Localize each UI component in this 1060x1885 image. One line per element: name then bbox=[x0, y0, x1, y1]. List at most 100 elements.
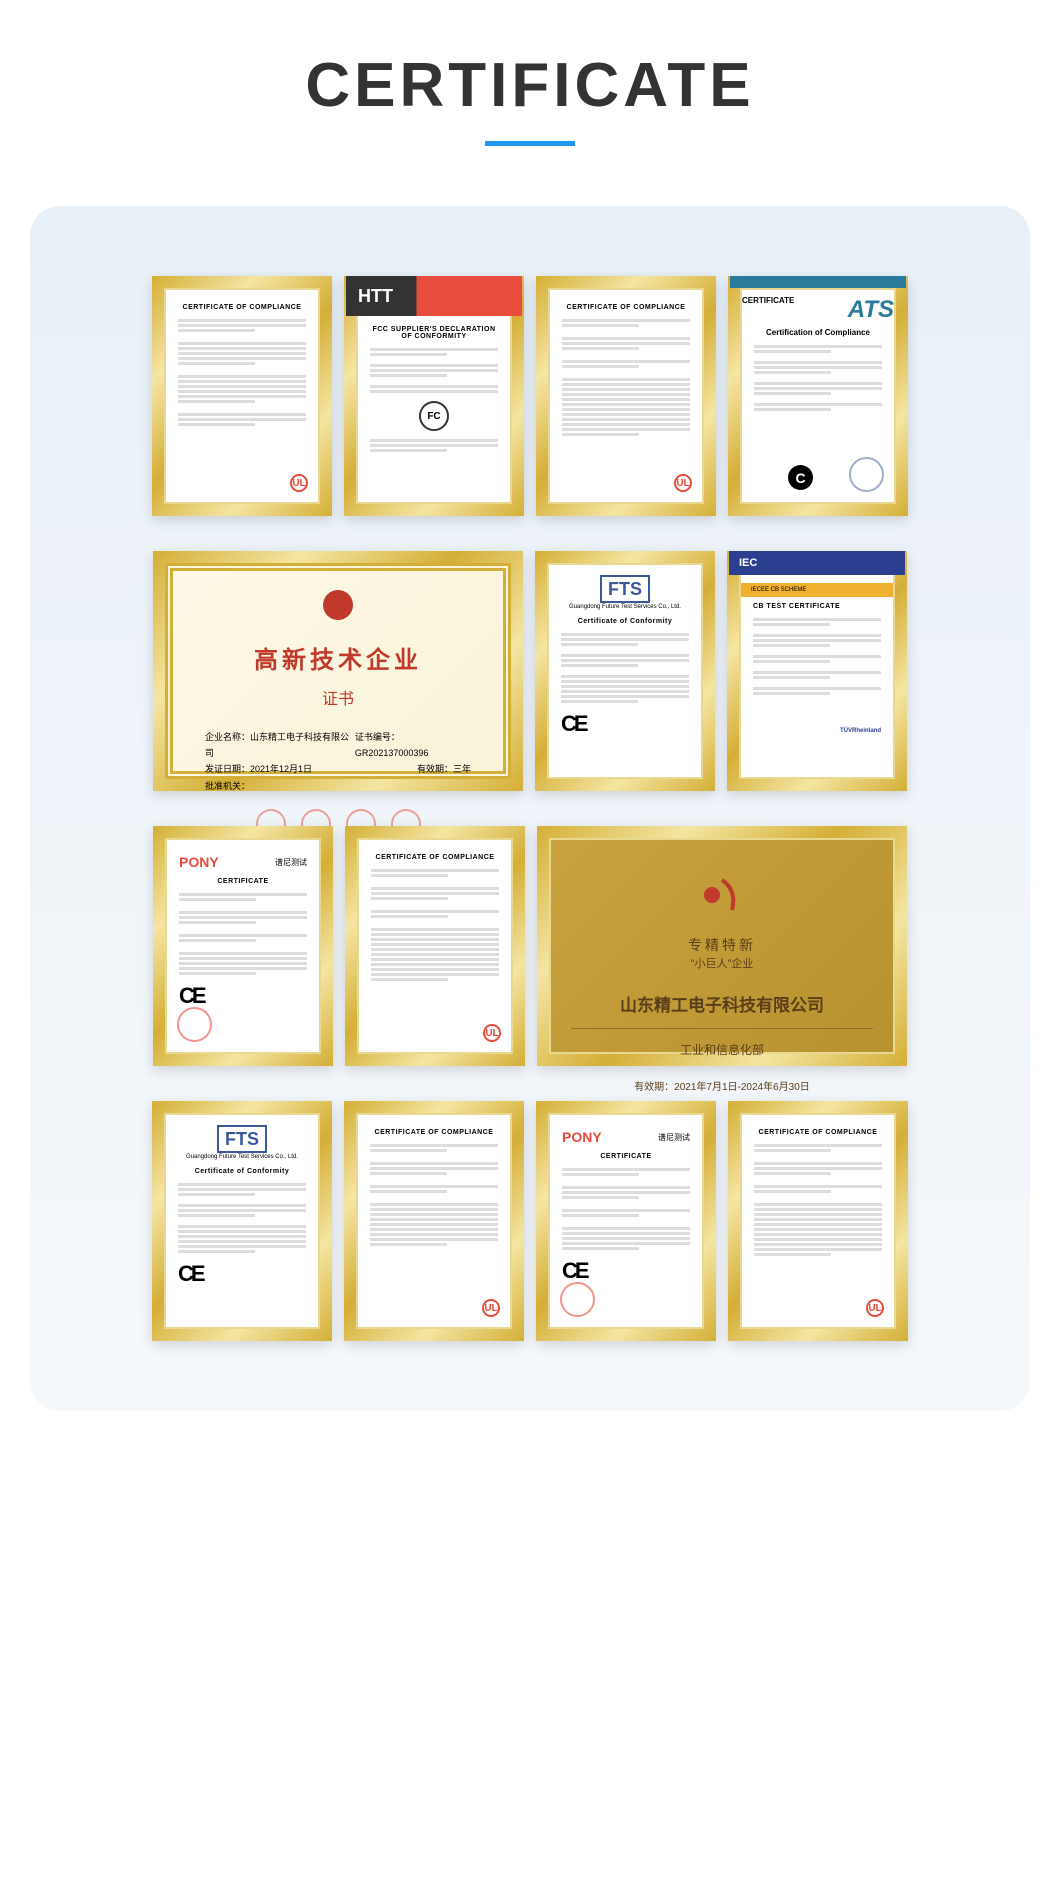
pony-logo: PONY bbox=[562, 1129, 602, 1145]
iec-logo: IEC bbox=[739, 557, 757, 569]
ce-mark-icon: CE bbox=[178, 1261, 306, 1287]
cert-frame: 专精特新 "小巨人"企业 山东精工电子科技有限公司 工业和信息化部 有效期：20… bbox=[537, 826, 907, 1066]
page-title: CERTIFICATE bbox=[0, 50, 1060, 121]
cert-title: Certificate of Conformity bbox=[178, 1168, 306, 1175]
fts-logo: FTS bbox=[600, 575, 650, 603]
cert-compliance-ul: CERTIFICATE OF COMPLIANCE UL bbox=[164, 288, 320, 504]
cert-fts-ce: FTS Guangdong Future Test Services Co., … bbox=[547, 563, 703, 779]
cert-body bbox=[754, 345, 882, 411]
cert-row-3: PONY 谱尼测试 CERTIFICATE CE bbox=[70, 826, 990, 1066]
cert-body bbox=[370, 1144, 498, 1246]
cert-gold-giant: 专精特新 "小巨人"企业 山东精工电子科技有限公司 工业和信息化部 有效期：20… bbox=[549, 838, 895, 1054]
certificate-container: CERTIFICATE OF COMPLIANCE UL HT bbox=[30, 206, 1030, 1411]
ul-mark-icon: UL bbox=[290, 474, 308, 492]
pony-subtitle: 谱尼测试 bbox=[275, 857, 307, 868]
gold-emblem-icon bbox=[697, 870, 747, 920]
logo-box: PONY 谱尼测试 bbox=[179, 854, 307, 870]
cert-body bbox=[562, 1168, 690, 1250]
cert-title: Certification of Compliance bbox=[754, 328, 882, 337]
cert-title: CERTIFICATE OF COMPLIANCE bbox=[370, 1129, 498, 1136]
cert-compliance-ul: CERTIFICATE OF COMPLIANCE UL bbox=[548, 288, 704, 504]
cert-chinese-hightech: 高新技术企业 证书 企业名称：山东精工电子科技有限公司 证书编号：GR20213… bbox=[165, 563, 511, 779]
cert-title: CERTIFICATE bbox=[562, 1153, 690, 1160]
cert-frame: HTT FCC SUPPLIER'S DECLARATION OF CONFOR… bbox=[344, 276, 524, 516]
cert-body: 企业名称：山东精工电子科技有限公司 证书编号：GR202137000396 发证… bbox=[185, 729, 491, 794]
red-stamp-icon bbox=[177, 1007, 212, 1042]
c-mark-icon: C bbox=[788, 465, 813, 490]
cert-row-2: 高新技术企业 证书 企业名称：山东精工电子科技有限公司 证书编号：GR20213… bbox=[70, 551, 990, 791]
ul-mark-icon: UL bbox=[866, 1299, 884, 1317]
cert-number: 证书编号：GR202137000396 bbox=[355, 729, 471, 761]
emblem-icon bbox=[323, 590, 353, 620]
cert-org: Guangdong Future Test Services Co., Ltd. bbox=[561, 604, 689, 610]
cert-row-1: CERTIFICATE OF COMPLIANCE UL HT bbox=[70, 276, 990, 516]
pony-logo: PONY bbox=[179, 854, 219, 870]
cert-title: CB TEST CERTIFICATE bbox=[753, 603, 881, 610]
cert-title: CERTIFICATE bbox=[179, 878, 307, 885]
cert-compliance-ul: CERTIFICATE OF COMPLIANCE UL bbox=[740, 1113, 896, 1329]
cert-title: CERTIFICATE OF COMPLIANCE bbox=[178, 304, 306, 311]
iec-banner: IECEE CB SCHEME bbox=[741, 583, 893, 597]
cert-org: Guangdong Future Test Services Co., Ltd. bbox=[178, 1154, 306, 1160]
htt-header: HTT bbox=[346, 276, 522, 316]
cert-iec: IEC IECEE CB SCHEME CB TEST CERTIFICATE bbox=[739, 563, 895, 779]
cert-frame: FTS Guangdong Future Test Services Co., … bbox=[535, 551, 715, 791]
ul-mark-icon: UL bbox=[674, 474, 692, 492]
cert-frame: CERTIFICATE OF COMPLIANCE UL bbox=[536, 276, 716, 516]
cert-body bbox=[178, 319, 306, 426]
ats-logo: ATS bbox=[848, 296, 894, 324]
gold-date: 有效期：2021年7月1日-2024年6月30日 bbox=[571, 1078, 873, 1093]
cert-body bbox=[562, 319, 690, 436]
cert-body bbox=[371, 869, 499, 981]
fts-logo: FTS bbox=[217, 1125, 267, 1153]
cert-body bbox=[370, 439, 498, 452]
htt-logo: HTT bbox=[358, 286, 393, 307]
logo-box: PONY 谱尼测试 bbox=[562, 1129, 690, 1145]
cert-compliance-ul: CERTIFICATE OF COMPLIANCE UL bbox=[356, 1113, 512, 1329]
cert-title: Certificate of Conformity bbox=[561, 618, 689, 625]
cert-frame: CERTIFICATE ATS Certification of Complia… bbox=[728, 276, 908, 516]
fcc-logo-icon: FC bbox=[419, 401, 449, 431]
validity: 有效期：三年 bbox=[417, 761, 471, 777]
page-header: CERTIFICATE bbox=[0, 0, 1060, 186]
ats-header: CERTIFICATE ATS bbox=[730, 276, 906, 324]
cert-title: CERTIFICATE OF COMPLIANCE bbox=[562, 304, 690, 311]
cert-htt-fcc: HTT FCC SUPPLIER'S DECLARATION OF CONFOR… bbox=[356, 288, 512, 504]
ce-mark-icon: CE bbox=[562, 1258, 690, 1284]
cert-body bbox=[178, 1183, 306, 1253]
cert-title: 高新技术企业 bbox=[185, 640, 491, 675]
cert-compliance-ul: CERTIFICATE OF COMPLIANCE UL bbox=[357, 838, 513, 1054]
cert-subtitle: 证书 bbox=[185, 685, 491, 709]
cert-frame: CERTIFICATE OF COMPLIANCE UL bbox=[152, 276, 332, 516]
cert-body: TÜVRheinland bbox=[753, 618, 881, 735]
gold-dept: 工业和信息化部 bbox=[571, 1041, 873, 1058]
ul-mark-icon: UL bbox=[482, 1299, 500, 1317]
cert-row-4: FTS Guangdong Future Test Services Co., … bbox=[70, 1101, 990, 1341]
cert-frame: PONY 谱尼测试 CERTIFICATE CE bbox=[536, 1101, 716, 1341]
gold-company: 山东精工电子科技有限公司 bbox=[571, 991, 873, 1029]
cert-title: CERTIFICATE OF COMPLIANCE bbox=[754, 1129, 882, 1136]
gold-sub: "小巨人"企业 bbox=[571, 955, 873, 971]
iec-header: IEC bbox=[729, 551, 905, 575]
cert-title: FCC SUPPLIER'S DECLARATION OF CONFORMITY bbox=[370, 326, 498, 340]
cert-pony: PONY 谱尼测试 CERTIFICATE CE bbox=[548, 1113, 704, 1329]
ul-mark-icon: UL bbox=[483, 1024, 501, 1042]
cert-body bbox=[179, 893, 307, 975]
ce-mark-icon: CE bbox=[179, 983, 307, 1009]
cert-frame: CERTIFICATE OF COMPLIANCE UL bbox=[728, 1101, 908, 1341]
red-stamp-icon bbox=[560, 1282, 595, 1317]
cert-pony: PONY 谱尼测试 CERTIFICATE CE bbox=[165, 838, 321, 1054]
cert-frame: IEC IECEE CB SCHEME CB TEST CERTIFICATE bbox=[727, 551, 907, 791]
cert-frame: FTS Guangdong Future Test Services Co., … bbox=[152, 1101, 332, 1341]
issue-date: 发证日期：2021年12月1日 bbox=[205, 761, 312, 777]
cert-subtitle: CERTIFICATE bbox=[742, 296, 794, 305]
cert-body bbox=[754, 1144, 882, 1256]
cert-frame: CERTIFICATE OF COMPLIANCE UL bbox=[344, 1101, 524, 1341]
cert-frame: CERTIFICATE OF COMPLIANCE UL bbox=[345, 826, 525, 1066]
cert-body bbox=[561, 633, 689, 703]
cert-frame: PONY 谱尼测试 CERTIFICATE CE bbox=[153, 826, 333, 1066]
pony-subtitle: 谱尼测试 bbox=[658, 1132, 690, 1143]
cert-ats: CERTIFICATE ATS Certification of Complia… bbox=[740, 288, 896, 504]
authority: 批准机关： bbox=[205, 778, 471, 794]
cert-body bbox=[370, 348, 498, 393]
